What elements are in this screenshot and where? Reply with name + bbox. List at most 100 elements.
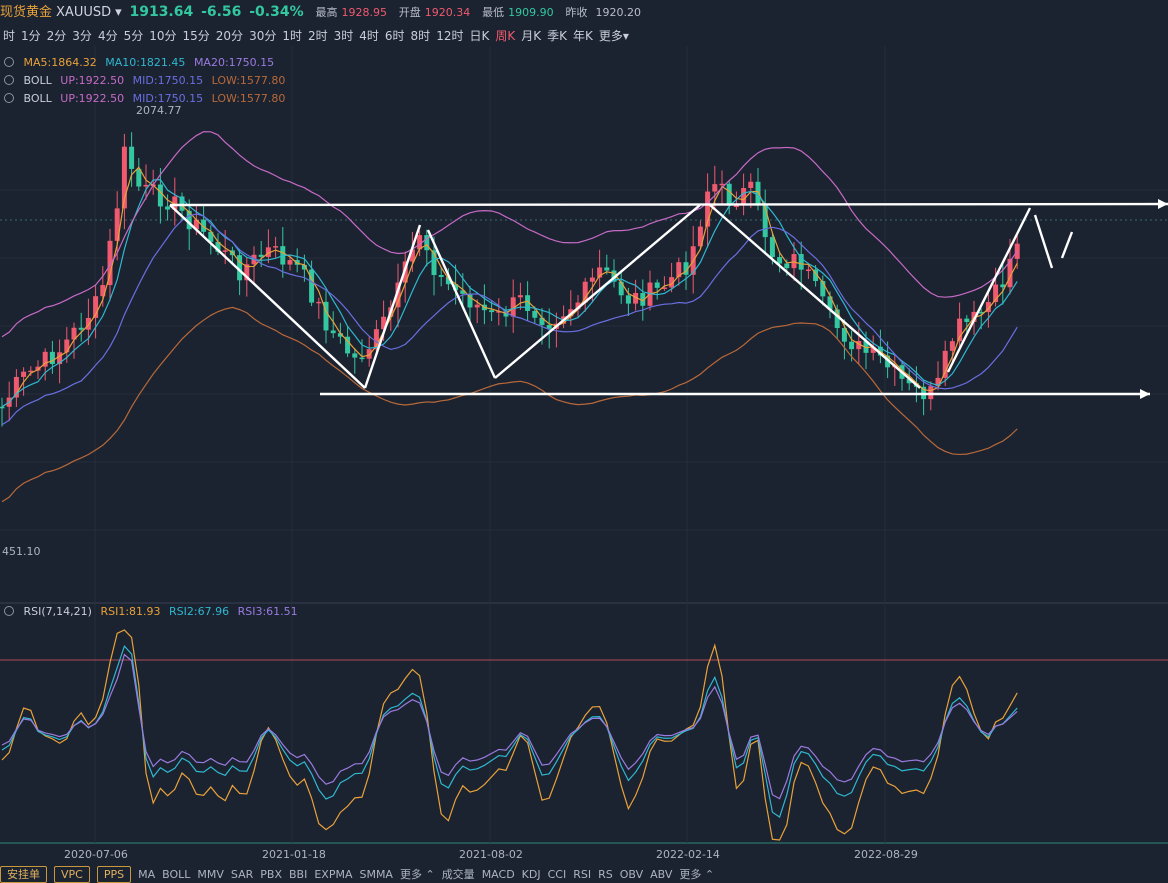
candle-body (13, 376, 19, 398)
indicator-button[interactable]: CCI (547, 868, 567, 881)
period-tab[interactable]: 4时 (359, 29, 379, 43)
indicator-button[interactable]: 安挂单 (0, 866, 47, 883)
indicator-button[interactable]: PPS (96, 866, 132, 883)
candle-body (604, 267, 610, 271)
period-tab[interactable]: 2时 (307, 29, 328, 43)
indicator-button[interactable]: EXPMA (314, 868, 353, 881)
boll-low: LOW:1577.80 (211, 92, 286, 105)
candle-body (748, 181, 754, 189)
candle-body (431, 250, 437, 276)
trend-annotation (946, 207, 1032, 373)
indicator-button[interactable]: 更多 ⌃ (679, 868, 715, 881)
period-tab[interactable]: 更多▾ (598, 29, 629, 43)
period-tab[interactable]: 日K (469, 29, 490, 43)
indicator-button[interactable]: KDJ (521, 868, 541, 881)
candle-body (237, 255, 243, 281)
settings-icon[interactable] (4, 93, 14, 103)
indicator-button[interactable]: PBX (260, 868, 282, 881)
candle-body (438, 275, 444, 277)
period-tab[interactable]: 8时 (410, 29, 431, 43)
indicator-button[interactable]: 更多 ⌃ (399, 868, 435, 881)
candle-body (575, 302, 581, 310)
rsi1-value: RSI1:81.93 (100, 605, 161, 618)
candle-body (49, 351, 55, 365)
settings-icon[interactable] (4, 75, 14, 85)
indicator-button[interactable]: BBI (288, 868, 308, 881)
candle-body (719, 183, 725, 186)
period-tab[interactable]: 12时 (436, 29, 464, 43)
boll-up: UP:1922.50 (60, 92, 125, 105)
period-tab[interactable]: 年K (572, 29, 593, 43)
instrument-symbol[interactable]: XAUUSD (56, 5, 112, 20)
period-tab[interactable]: 1分 (21, 29, 41, 43)
candle-body (114, 208, 120, 241)
candle-body (885, 355, 891, 368)
candle-body (85, 317, 91, 330)
period-tab[interactable]: 2分 (46, 29, 67, 43)
low-label: 最低 (482, 6, 505, 19)
rsi2-value: RSI2:67.96 (169, 605, 230, 618)
period-tab[interactable]: 月K (521, 29, 542, 43)
indicator-button[interactable]: ABV (650, 868, 673, 881)
candle-body (697, 226, 703, 247)
trend-annotation (1033, 214, 1054, 269)
candle-body (705, 191, 711, 227)
trend-annotation (169, 204, 366, 389)
period-tab[interactable]: 4分 (97, 29, 118, 43)
rsi2-line (1, 644, 1018, 818)
period-tab[interactable]: 1时 (282, 29, 302, 43)
boll-name: BOLL (23, 74, 52, 87)
indicator-button[interactable]: SMMA (359, 868, 393, 881)
candle-body (57, 352, 63, 365)
candle-body (546, 324, 552, 329)
high-label: 最高 (315, 6, 338, 19)
candle-body (265, 247, 271, 257)
indicator-button[interactable]: OBV (619, 868, 644, 881)
period-tab[interactable]: 时 (3, 29, 16, 43)
indicator-button[interactable]: VPC (54, 866, 90, 883)
settings-icon[interactable] (4, 606, 14, 616)
indicator-button[interactable]: MMV (197, 868, 224, 881)
indicator-button[interactable]: RS (598, 868, 613, 881)
period-tab[interactable]: 3时 (333, 29, 354, 43)
candle-body (589, 277, 595, 282)
candle-body (193, 219, 199, 230)
indicator-button[interactable]: SAR (230, 868, 254, 881)
indicator-button[interactable]: MA (138, 868, 156, 881)
trend-annotation (426, 229, 497, 379)
trend-annotation (363, 224, 422, 389)
period-tab[interactable]: 15分 (182, 29, 210, 43)
settings-icon[interactable] (4, 57, 14, 67)
candle-body (381, 316, 387, 330)
indicator-button[interactable]: RSI (573, 868, 592, 881)
chevron-down-icon[interactable]: ▾ (115, 5, 122, 20)
candle-body (157, 184, 163, 207)
period-tab[interactable]: 20分 (215, 29, 244, 43)
period-tab[interactable]: 3分 (72, 29, 92, 43)
candle-body (510, 297, 516, 317)
period-tab[interactable]: 10分 (149, 29, 177, 43)
candle-body (64, 339, 70, 353)
arrow-head (1140, 389, 1150, 399)
period-tab[interactable]: 6时 (384, 29, 405, 43)
rsi3-line (1, 653, 1018, 800)
open-label: 开盘 (398, 6, 421, 19)
period-tab[interactable]: 30分 (249, 29, 277, 43)
indicator-button[interactable]: MACD (481, 868, 515, 881)
candle-body (78, 327, 84, 330)
high-value: 1928.95 (341, 6, 387, 19)
candle-body (532, 310, 538, 318)
indicator-button[interactable]: BOLL (162, 868, 191, 881)
candle-body (337, 333, 343, 337)
candle-body (35, 366, 41, 371)
period-tab[interactable]: 周K (495, 29, 516, 43)
candle-body (186, 210, 192, 230)
candle-body (618, 281, 624, 296)
candle-body (798, 254, 804, 270)
candle-body (654, 282, 660, 288)
indicator-button[interactable]: 成交量 (441, 868, 475, 881)
candle-body (42, 351, 48, 367)
period-tab[interactable]: 季K (547, 29, 567, 43)
period-tab[interactable]: 5分 (123, 29, 144, 43)
